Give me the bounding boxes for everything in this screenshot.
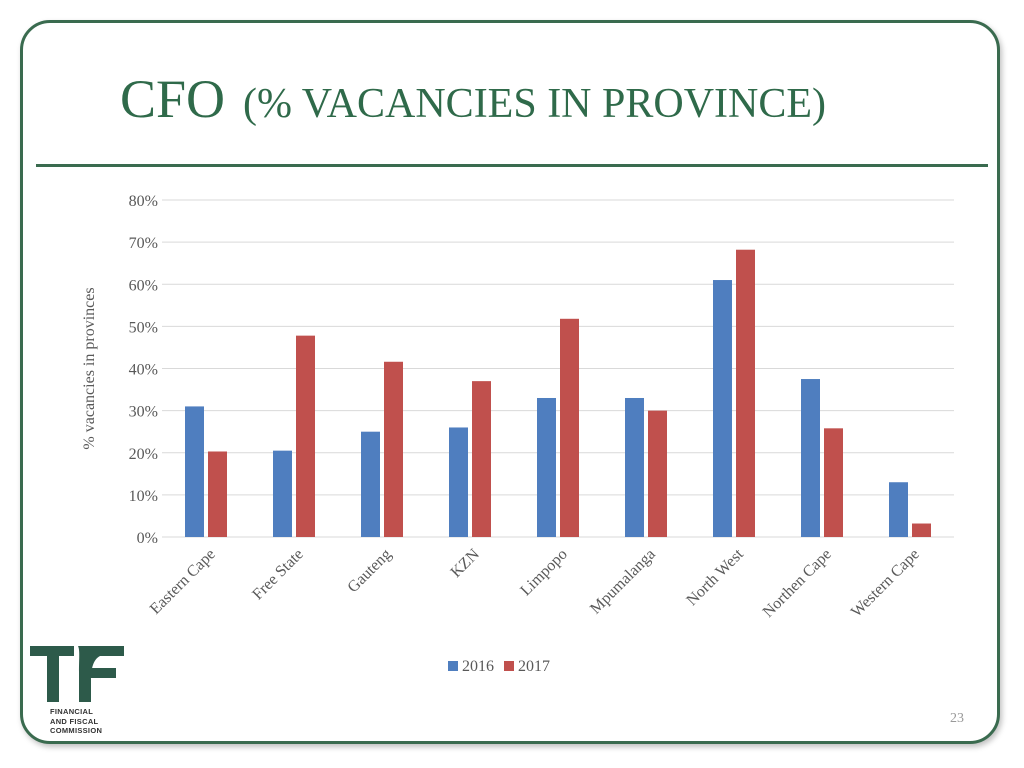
legend-swatch (504, 661, 514, 671)
ffc-logo-icon (30, 646, 124, 702)
y-tick-label: 80% (129, 193, 158, 210)
bar-2017 (472, 381, 491, 537)
bar-2016 (801, 379, 820, 537)
y-tick-label: 20% (129, 446, 158, 463)
x-tick-label: Western Cape (848, 546, 923, 621)
x-tick-label: Northen Cape (760, 546, 835, 621)
bar-2017 (384, 361, 403, 537)
logo-line: COMMISSION (50, 726, 103, 735)
title-main: CFO (120, 69, 226, 129)
y-tick-label: 60% (129, 277, 158, 294)
legend-label: 2017 (518, 658, 550, 675)
x-tick-label: Gauteng (344, 546, 394, 596)
bar-2017 (208, 451, 227, 537)
title-divider (36, 164, 988, 167)
bar-2017 (736, 249, 755, 537)
bar-2017 (648, 410, 667, 537)
bar-2016 (273, 450, 292, 537)
bar-2016 (361, 431, 380, 537)
logo-line: FINANCIAL (50, 707, 94, 716)
title-subtitle: (% VACANCIES IN PROVINCE) (243, 81, 827, 127)
x-tick-label: North West (683, 545, 747, 609)
logo-text: FINANCIAL AND FISCAL COMMISSION (50, 707, 102, 736)
bar-2017 (296, 335, 315, 537)
bar-2016 (185, 406, 204, 537)
bar-2016 (449, 427, 468, 537)
y-tick-label: 70% (129, 235, 158, 252)
bar-2017 (560, 318, 579, 537)
bar-2016 (889, 482, 908, 537)
x-tick-label: KZN (448, 545, 484, 581)
x-tick-label: Free State (249, 546, 307, 604)
bar-chart: 0% 10% 20% 30% 40% 50% 60% 70% 80% % vacancies in… (81, 193, 954, 675)
y-tick-label: 0% (137, 530, 158, 547)
bar-2016 (713, 280, 732, 537)
x-tick-label: Limpopo (517, 546, 571, 600)
slide-frame (20, 20, 1000, 744)
page-number: 23 (950, 711, 964, 726)
legend-label: 2016 (462, 658, 494, 675)
x-tick-label: Mpumalanga (587, 546, 659, 618)
slide-title: CFO (% VACANCIES IN PROVINCE) (120, 68, 1000, 130)
y-axis-title: % vacancies in provinces (81, 287, 98, 449)
logo-line: AND FISCAL (50, 716, 99, 726)
bar-2017 (912, 523, 931, 537)
bar-2016 (625, 397, 644, 537)
y-tick-label: 50% (129, 319, 158, 336)
y-tick-label: 10% (129, 488, 158, 505)
bar-2016 (537, 397, 556, 537)
bar-2017 (824, 428, 843, 537)
legend-swatch (448, 661, 458, 671)
y-tick-label: 30% (129, 404, 158, 421)
x-tick-label: Eastern Cape (147, 546, 219, 618)
y-tick-label: 40% (129, 362, 158, 379)
